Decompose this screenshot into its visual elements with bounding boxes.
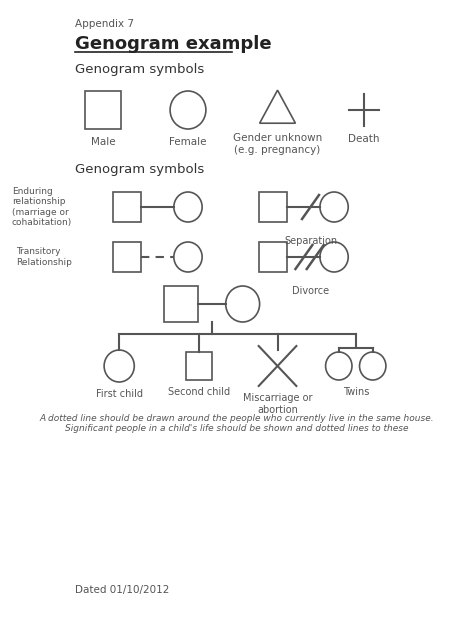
Circle shape — [174, 192, 202, 222]
Circle shape — [326, 352, 352, 380]
Text: Enduring
relationship
(marriage or
cohabitation): Enduring relationship (marriage or cohab… — [12, 187, 72, 227]
Circle shape — [359, 352, 386, 380]
Text: Divorce: Divorce — [292, 286, 329, 296]
Text: First child: First child — [96, 389, 143, 399]
Text: Death: Death — [348, 134, 380, 144]
FancyBboxPatch shape — [259, 192, 287, 222]
FancyBboxPatch shape — [164, 286, 198, 322]
Text: Genogram symbols: Genogram symbols — [75, 63, 204, 75]
FancyBboxPatch shape — [259, 242, 287, 272]
Text: Second child: Second child — [168, 387, 230, 397]
Text: Male: Male — [91, 137, 116, 147]
Text: Gender unknown
(e.g. pregnancy): Gender unknown (e.g. pregnancy) — [233, 133, 322, 155]
Circle shape — [174, 242, 202, 272]
FancyBboxPatch shape — [113, 242, 141, 272]
Circle shape — [170, 91, 206, 129]
Circle shape — [320, 192, 348, 222]
Text: A dotted line should be drawn around the people who currently live in the same h: A dotted line should be drawn around the… — [40, 414, 434, 434]
FancyBboxPatch shape — [113, 192, 141, 222]
Text: Transitory
Relationship: Transitory Relationship — [16, 247, 72, 267]
Text: Appendix 7: Appendix 7 — [75, 19, 134, 29]
FancyBboxPatch shape — [186, 352, 212, 380]
Text: Miscarriage or
abortion: Miscarriage or abortion — [243, 393, 312, 415]
Circle shape — [104, 350, 134, 382]
Text: Genogram symbols: Genogram symbols — [75, 164, 204, 176]
Circle shape — [320, 242, 348, 272]
Text: Twins: Twins — [343, 387, 369, 397]
Polygon shape — [260, 90, 295, 123]
Circle shape — [226, 286, 260, 322]
FancyBboxPatch shape — [85, 91, 121, 129]
Text: Dated 01/10/2012: Dated 01/10/2012 — [75, 585, 169, 595]
Text: Separation: Separation — [284, 236, 337, 246]
Text: Genogram example: Genogram example — [75, 35, 272, 53]
Text: Female: Female — [169, 137, 207, 147]
